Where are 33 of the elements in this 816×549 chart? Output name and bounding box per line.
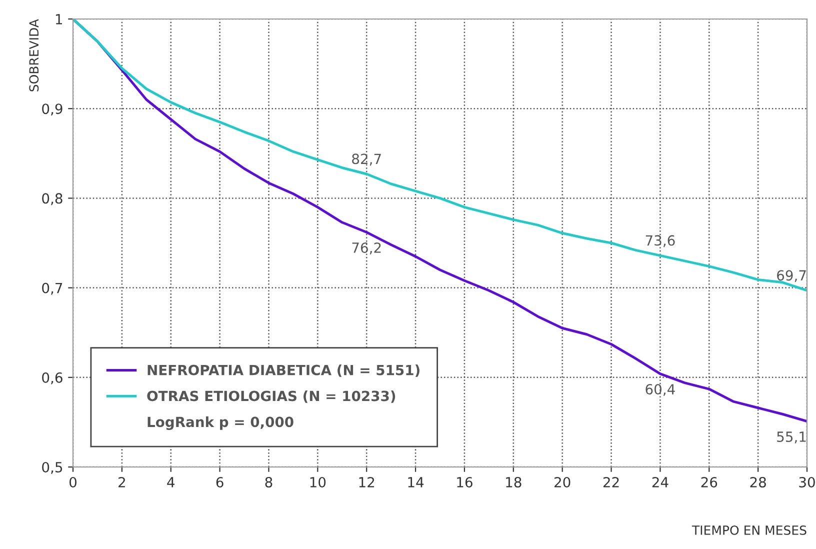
annotation: 69,7 [777, 270, 806, 282]
x-tick-label: 6 [216, 476, 224, 488]
y-tick-label: 1 [56, 14, 62, 24]
annotation: 76,2 [352, 242, 381, 254]
legend-label: OTRAS ETIOLOGIAS (N = 10233) [147, 390, 396, 403]
y-tick-label: 0,7 [42, 282, 62, 295]
y-tick-label: 0,6 [42, 372, 62, 384]
x-tick-label: 8 [265, 476, 272, 488]
x-tick-label: 18 [506, 476, 522, 488]
x-tick-label: 12 [359, 476, 374, 488]
x-axis-title: TIEMPO EN MESES [692, 525, 806, 535]
legend-label: NEFROPATIA DIABETICA (N = 5151) [148, 364, 420, 377]
x-tick-label: 16 [457, 476, 472, 488]
x-tick-label: 10 [310, 476, 326, 488]
x-tick-label: 24 [652, 476, 668, 488]
x-tick-label: 0 [69, 476, 76, 488]
x-tick-label: 22 [603, 476, 619, 488]
annotation: 73,6 [646, 235, 675, 248]
y-tick-label: 0,5 [42, 462, 62, 474]
annotation: 82,7 [352, 154, 381, 166]
y-axis-title: SOBREVIDA [29, 19, 39, 92]
annotation: 60,4 [646, 384, 675, 396]
y-tick-label: 0,8 [42, 193, 62, 206]
x-tick-label: 2 [118, 476, 125, 488]
x-tick-label: 20 [554, 476, 570, 488]
y-tick-label: 0,9 [42, 104, 62, 116]
annotation: 55,1 [777, 432, 806, 444]
annotation: LogRank p = 0,000 [148, 416, 294, 430]
x-tick-label: 30 [799, 476, 815, 488]
x-tick-label: 26 [701, 476, 718, 488]
x-tick-label: 14 [408, 477, 424, 488]
x-tick-label: 28 [750, 476, 766, 488]
x-tick-label: 4 [167, 477, 175, 488]
